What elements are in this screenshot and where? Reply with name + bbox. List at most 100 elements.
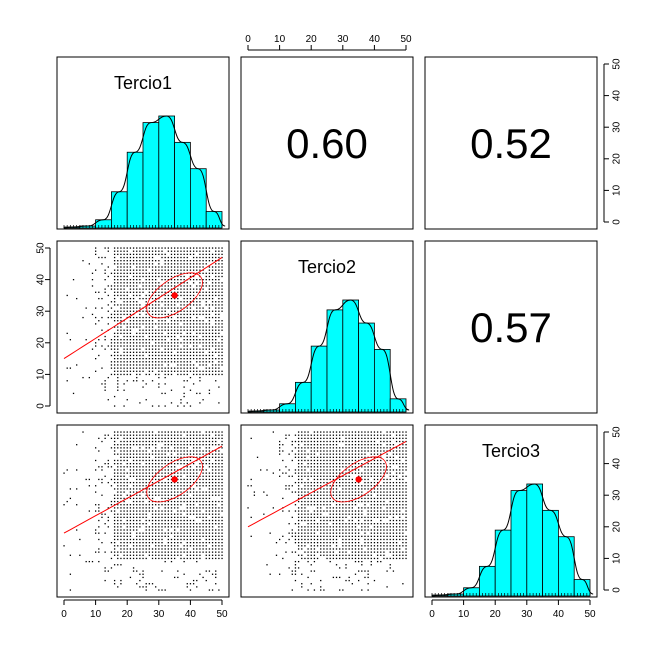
scatter-point (117, 564, 119, 566)
scatter-point (151, 316, 154, 319)
scatter-point (148, 437, 151, 440)
scatter-point (180, 475, 182, 477)
scatter-point (345, 504, 347, 506)
scatter-point (183, 510, 185, 512)
scatter-point (402, 485, 404, 487)
scatter-point (151, 263, 154, 265)
tick-label: 50 (36, 242, 47, 254)
scatter-point (373, 444, 376, 446)
scatter-point (174, 576, 176, 579)
scatter-point (183, 361, 185, 363)
scatter-point (383, 469, 385, 471)
scatter-point (189, 316, 192, 319)
scatter-point (126, 342, 128, 344)
scatter-point (129, 491, 132, 493)
scatter-point (208, 326, 211, 328)
scatter-point (221, 335, 223, 338)
scatter-point (145, 263, 147, 265)
scatter-point (158, 253, 160, 256)
scatter-point (211, 332, 214, 335)
scatter-point (199, 310, 201, 312)
scatter-point (316, 450, 319, 452)
scatter-point (95, 269, 97, 271)
scatter-point (123, 450, 125, 452)
scatter-point (329, 444, 331, 446)
scatter-point (110, 342, 113, 344)
scatter-point (326, 491, 328, 493)
scatter-point (164, 373, 166, 376)
scatter-point (110, 437, 113, 440)
scatter-point (129, 307, 132, 309)
scatter-point (247, 485, 249, 487)
scatter-point (186, 510, 188, 512)
scatter-point (370, 554, 372, 556)
scatter-point (123, 288, 125, 290)
scatter-point (364, 485, 366, 487)
scatter-point (180, 282, 182, 284)
scatter-point (386, 548, 388, 550)
scatter-point (373, 434, 376, 436)
scatter-point (164, 263, 166, 265)
scatter-point (189, 351, 192, 353)
scatter-point (202, 519, 204, 522)
scatter-point (129, 551, 132, 553)
scatter-point (129, 497, 132, 500)
scatter-point (186, 459, 188, 462)
scatter-point (167, 551, 169, 553)
scatter-point (218, 269, 220, 271)
scatter-point (208, 554, 211, 556)
scatter-point (202, 450, 204, 452)
scatter-point (117, 497, 119, 500)
scatter-point (323, 535, 325, 537)
scatter-point (199, 548, 201, 550)
scatter-point (164, 459, 166, 462)
scatter-point (104, 380, 106, 382)
scatter-point (196, 507, 198, 509)
scatter-point (139, 320, 141, 322)
scatter-point (126, 250, 128, 252)
scatter-point (326, 472, 328, 474)
scatter-point (145, 453, 147, 455)
scatter-point (151, 247, 154, 249)
scatter-point (205, 491, 207, 493)
scatter-point (405, 447, 407, 449)
scatter-point (120, 266, 122, 268)
scatter-point (126, 326, 128, 328)
tick-label: 40 (36, 274, 47, 286)
scatter-point (120, 466, 122, 468)
scatter-point (161, 431, 163, 433)
scatter-point (339, 510, 341, 512)
scatter-point (205, 348, 207, 350)
scatter-point (329, 532, 331, 534)
scatter-point (98, 256, 100, 259)
scatter-point (345, 494, 347, 496)
scatter-point (180, 450, 182, 452)
scatter-point (199, 554, 201, 556)
scatter-point (113, 373, 116, 376)
scatter-point (158, 431, 160, 433)
scatter-point (297, 434, 300, 436)
scatter-point (208, 373, 211, 376)
scatter-point (304, 532, 306, 534)
histogram-bar (342, 299, 359, 413)
scatter-point (192, 383, 195, 385)
scatter-point (361, 444, 363, 446)
scatter-point (104, 247, 106, 249)
scatter-point (113, 453, 116, 455)
scatter-point (199, 488, 201, 490)
scatter-point (288, 538, 290, 541)
scatter-point (170, 532, 173, 534)
scatter-point (145, 294, 147, 297)
scatter-point (205, 294, 207, 297)
scatter-point (392, 431, 395, 433)
scatter-point (405, 516, 407, 519)
scatter-point (218, 459, 220, 462)
scatter-point (145, 481, 147, 484)
scatter-point (136, 456, 138, 458)
scatter-point (136, 373, 138, 376)
scatter-point (186, 586, 188, 588)
scatter-point (177, 275, 179, 278)
scatter-point (129, 320, 132, 322)
scatter-point (136, 557, 138, 560)
scatter-point (189, 285, 192, 287)
